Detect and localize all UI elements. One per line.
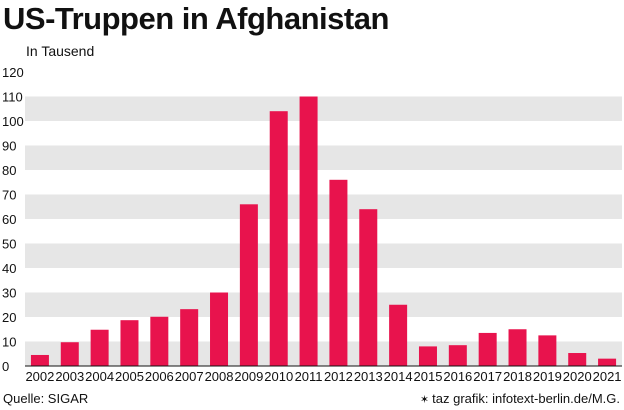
bar-2012	[329, 179, 348, 366]
bar-2005	[120, 320, 139, 366]
x-tick-label: 2004	[85, 369, 114, 384]
x-tick-label: 2006	[145, 369, 174, 384]
bar-2014	[389, 304, 408, 366]
bars	[30, 96, 617, 366]
x-tick-label: 2008	[205, 369, 234, 384]
bar-2018	[508, 329, 527, 366]
x-tick-label: 2010	[264, 369, 293, 384]
credit-note: ✶ taz grafik: infotext-berlin.de/M.G.	[420, 391, 620, 406]
bar-2009	[239, 204, 258, 366]
bar-2007	[180, 309, 199, 366]
grid-bands	[25, 96, 622, 366]
bar-2015	[418, 346, 437, 366]
x-tick-label: 2003	[55, 369, 84, 384]
grid-band	[25, 145, 622, 170]
x-tick-label: 2014	[384, 369, 413, 384]
x-tick-label: 2021	[593, 369, 622, 384]
grid-band	[25, 243, 622, 268]
taz-paw-icon: ✶	[419, 394, 430, 406]
x-tick-label: 2018	[503, 369, 532, 384]
bar-2006	[150, 316, 169, 366]
bar-2004	[90, 329, 109, 366]
bar-2008	[210, 292, 229, 366]
y-tick-label: 0	[2, 359, 9, 374]
credit-text: taz grafik: infotext-berlin.de/M.G.	[432, 391, 620, 406]
grid-band	[25, 341, 622, 366]
x-tick-label: 2002	[25, 369, 54, 384]
y-tick-label: 20	[2, 310, 16, 325]
x-tick-label: 2015	[414, 369, 443, 384]
y-tick-label: 100	[2, 114, 24, 129]
bar-2010	[269, 111, 288, 366]
y-tick-label: 10	[2, 335, 16, 350]
x-tick-label: 2009	[234, 369, 263, 384]
y-axis-ticks: 0 10 20 30 40 50 60 70 80 90 100 110 120	[2, 65, 24, 374]
x-tick-label: 2007	[175, 369, 204, 384]
chart-title: US-Truppen in Afghanistan	[3, 1, 389, 36]
grid-band	[25, 194, 622, 219]
y-tick-label: 80	[2, 163, 16, 178]
y-tick-label: 110	[2, 90, 23, 105]
x-tick-label: 2013	[354, 369, 383, 384]
bar-2019	[538, 335, 557, 366]
x-tick-label: 2012	[324, 369, 353, 384]
x-tick-label: 2011	[295, 369, 323, 384]
x-axis-ticks: 2002 2003 2004 2005 2006 2007 2008 2009 2010 2011…	[25, 369, 621, 384]
x-tick-label: 2005	[115, 369, 144, 384]
unit-label: In Tausend	[26, 43, 95, 59]
y-tick-label: 70	[2, 188, 16, 203]
x-tick-label: 2020	[563, 369, 592, 384]
grid-band	[25, 292, 622, 317]
y-tick-label: 40	[2, 261, 16, 276]
bar-2016	[448, 345, 467, 366]
x-tick-label: 2016	[443, 369, 472, 384]
y-tick-label: 90	[2, 139, 16, 154]
grid-band	[25, 96, 622, 121]
bar-2020	[568, 353, 587, 366]
bar-2021	[598, 358, 617, 366]
bar-2017	[478, 332, 497, 366]
bar-2003	[60, 342, 79, 366]
source-note: Quelle: SIGAR	[3, 391, 89, 406]
y-tick-label: 120	[2, 65, 24, 80]
y-tick-label: 30	[2, 286, 16, 301]
bar-2013	[359, 209, 378, 366]
x-tick-label: 2019	[533, 369, 562, 384]
y-tick-label: 50	[2, 237, 16, 252]
y-tick-label: 60	[2, 212, 16, 227]
bar-2011	[299, 96, 318, 366]
x-tick-label: 2017	[473, 369, 502, 384]
bar-2002	[30, 354, 49, 366]
